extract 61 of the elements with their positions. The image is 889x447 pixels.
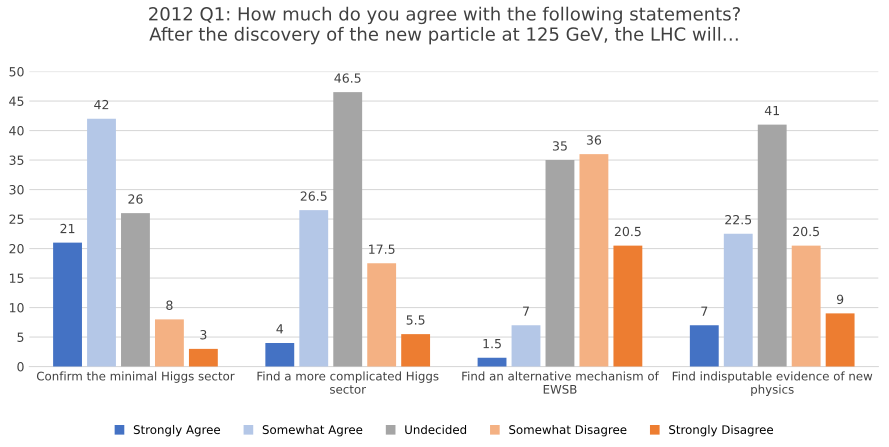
data-label: 7 — [701, 306, 708, 316]
data-label: 3 — [200, 330, 206, 340]
y-tick-label: 30 — [10, 185, 24, 194]
bar — [333, 92, 362, 367]
bar — [121, 213, 150, 367]
bar — [690, 325, 719, 367]
x-tick-label: Confirm the minimal Higgs sector — [36, 371, 235, 383]
bar — [299, 210, 328, 367]
data-label: 20.5 — [614, 226, 641, 236]
y-tick-label: 40 — [9, 126, 24, 136]
legend-label: Somewhat Agree — [262, 424, 362, 436]
bar — [265, 342, 294, 367]
bar — [188, 348, 218, 367]
y-tick-label: 5 — [17, 332, 24, 342]
y-tick-label: 0 — [17, 362, 24, 372]
data-label: 7 — [523, 306, 529, 316]
data-label: 42 — [94, 100, 108, 110]
y-tick-label: 50 — [10, 66, 24, 76]
data-label: 41 — [764, 106, 780, 116]
data-label: 8 — [166, 300, 173, 310]
x-tick-label: Find indisputable evidence of new physics — [672, 371, 872, 396]
x-tick-label: Find an alternative mechanism of EWSB — [462, 371, 659, 394]
bar — [826, 313, 855, 367]
bar — [724, 234, 753, 367]
y-tick-label: 25 — [9, 214, 24, 224]
data-label: 36 — [586, 135, 602, 145]
legend-label: Strongly Disagree — [669, 424, 774, 436]
data-label: 21 — [60, 224, 74, 234]
bar — [613, 246, 642, 367]
data-label: 17.5 — [369, 244, 394, 254]
bar — [87, 118, 116, 367]
y-tick-label: 35 — [10, 156, 24, 165]
data-label: 26.5 — [300, 191, 327, 201]
y-tick-label: 10 — [10, 303, 24, 312]
bar — [53, 242, 82, 367]
legend-label: Undecided — [405, 424, 466, 434]
x-tick-label: Find a more complicated Higgs sector — [258, 371, 438, 394]
y-tick-label: 20 — [9, 244, 24, 254]
bar — [758, 124, 787, 367]
legend-label: Somewhat Disagree — [509, 424, 626, 436]
chart-title: 2012 Q1: How much do you agree with the following statements? After the discovery of the new particle at 125 GeV, the LHC will… — [149, 6, 740, 44]
data-label: 35 — [552, 141, 567, 151]
data-label: 22.5 — [725, 214, 752, 224]
data-label: 5.5 — [406, 315, 424, 325]
data-label: 9 — [836, 294, 844, 304]
bar — [512, 325, 540, 367]
bar — [401, 334, 430, 367]
data-label: 1.5 — [483, 339, 501, 348]
legend-label: Strongly Agree — [134, 424, 220, 436]
data-label: 46.5 — [334, 73, 361, 83]
y-tick-label: 45 — [9, 96, 24, 106]
data-label: 4 — [276, 324, 284, 334]
data-label: 20.5 — [793, 226, 819, 236]
y-tick-label: 15 — [10, 274, 24, 283]
bar — [792, 246, 821, 367]
bar — [579, 154, 608, 367]
bar — [367, 263, 396, 367]
bar — [478, 358, 506, 367]
data-label: 26 — [128, 194, 143, 204]
bar — [154, 319, 184, 367]
bar — [546, 160, 574, 367]
